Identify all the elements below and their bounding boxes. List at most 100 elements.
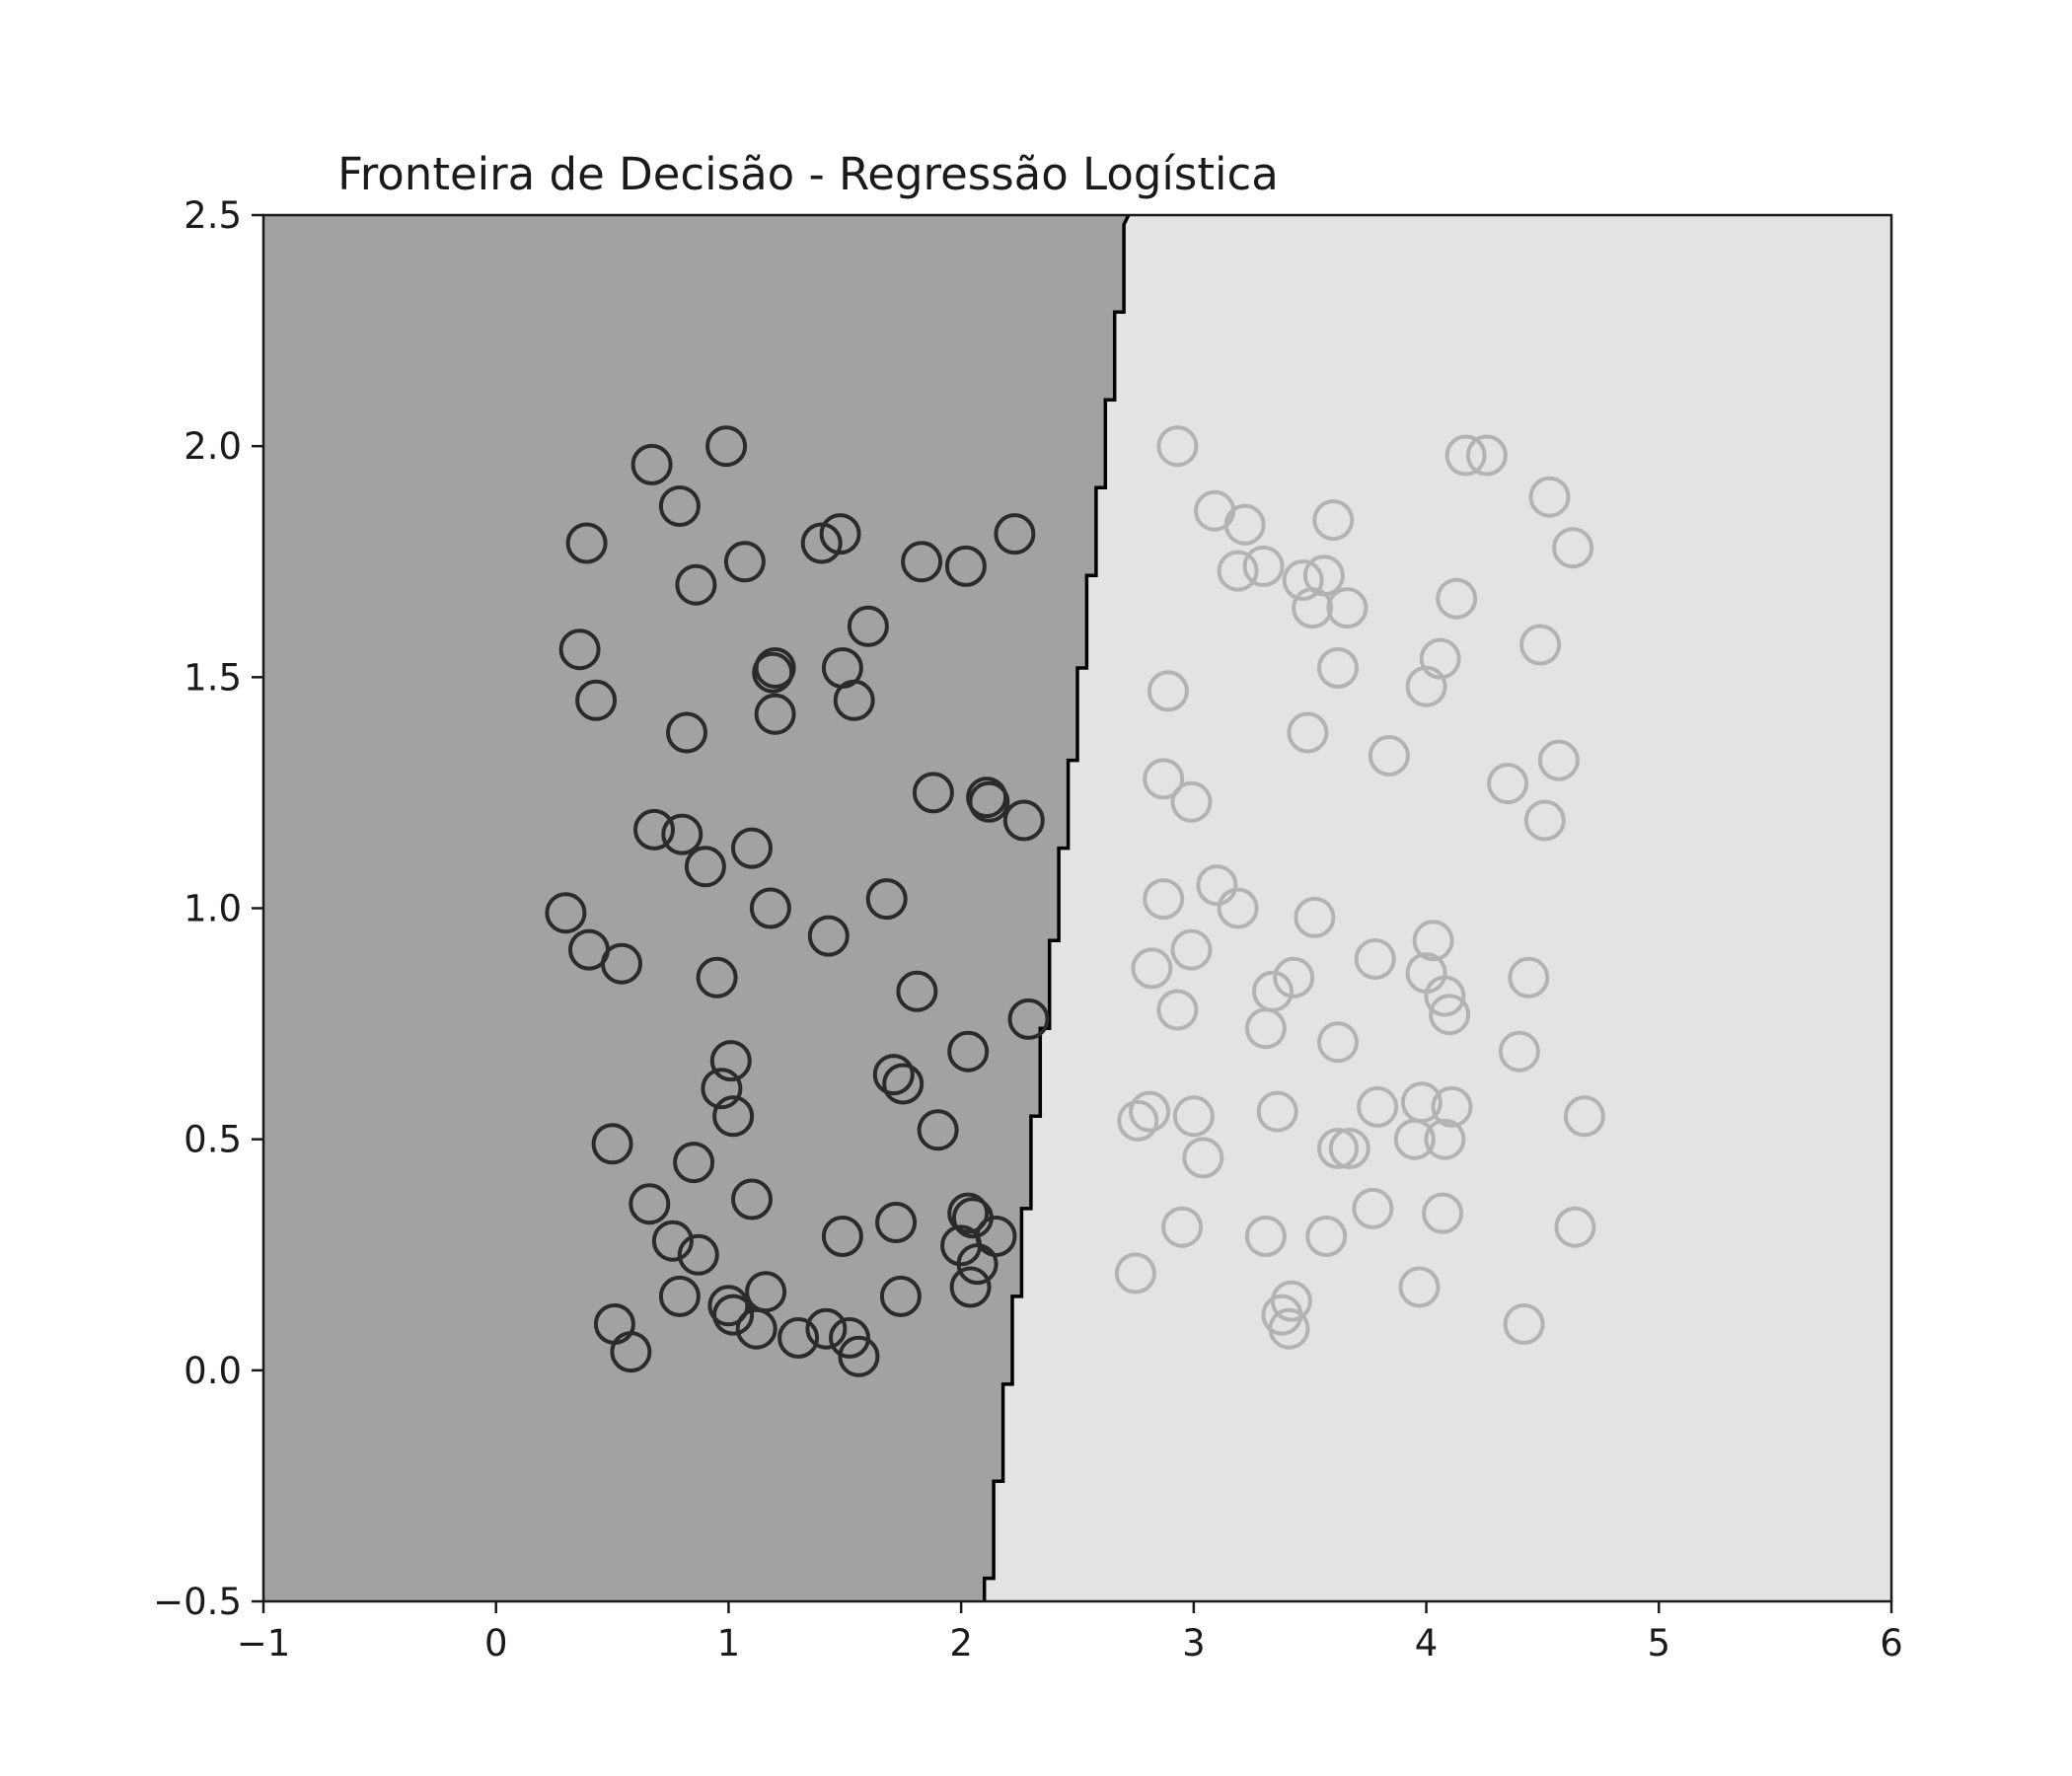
point-class-1-8 bbox=[1242, 545, 1285, 587]
point-class-0-39 bbox=[872, 1054, 915, 1096]
point-class-1-34 bbox=[1131, 947, 1173, 990]
point-class-1-28 bbox=[1143, 878, 1185, 921]
point-class-1-21 bbox=[1368, 735, 1410, 777]
x-tick-label-3: 2 bbox=[949, 1622, 973, 1665]
point-class-0-69 bbox=[838, 1335, 880, 1377]
point-class-1-48 bbox=[1117, 1099, 1159, 1142]
point-class-0-14 bbox=[752, 651, 794, 694]
point-class-1-42 bbox=[1244, 1007, 1287, 1050]
x-tick-label-6: 5 bbox=[1648, 1622, 1671, 1665]
point-class-1-32 bbox=[1170, 928, 1213, 971]
point-class-1-56 bbox=[1328, 1128, 1370, 1169]
point-class-1-51 bbox=[1256, 1090, 1298, 1133]
point-class-0-55 bbox=[677, 1233, 719, 1276]
chart-title: Fronteira de Decisão - Regressão Logísti… bbox=[337, 148, 1279, 200]
point-class-0-1 bbox=[630, 443, 673, 485]
point-class-1-58 bbox=[1352, 1187, 1394, 1229]
point-class-0-53 bbox=[651, 1220, 694, 1262]
point-class-1-64 bbox=[1114, 1252, 1156, 1295]
point-class-0-9 bbox=[944, 545, 987, 587]
point-class-1-36 bbox=[1273, 956, 1315, 999]
point-class-1-62 bbox=[1305, 1216, 1348, 1257]
x-axis: −1 0 1 2 3 4 5 6 bbox=[237, 1601, 1903, 1665]
point-class-0-23 bbox=[1002, 799, 1045, 842]
plot-area bbox=[261, 213, 1893, 1603]
x-tick-label-2: 1 bbox=[717, 1622, 741, 1665]
x-tick-label-7: 6 bbox=[1880, 1622, 1903, 1665]
point-class-1-39 bbox=[1424, 975, 1466, 1017]
point-class-1-44 bbox=[1498, 1030, 1540, 1073]
point-class-0-22 bbox=[968, 780, 1010, 823]
point-class-0-67 bbox=[829, 1317, 870, 1359]
y-tick-label-6: 2.5 bbox=[184, 194, 242, 237]
point-class-1-14 bbox=[1436, 577, 1478, 620]
point-class-1-47 bbox=[1431, 1085, 1473, 1128]
point-class-0-57 bbox=[949, 1266, 992, 1308]
point-class-0-44 bbox=[591, 1123, 633, 1165]
decision-region-class-0 bbox=[263, 215, 1129, 1601]
point-class-0-65 bbox=[805, 1307, 848, 1350]
point-class-0-16 bbox=[575, 679, 618, 721]
point-class-1-30 bbox=[1294, 896, 1336, 938]
point-class-1-3 bbox=[1528, 476, 1571, 518]
point-class-1-6 bbox=[1312, 499, 1355, 542]
point-class-1-53 bbox=[1393, 1118, 1436, 1160]
point-class-0-45 bbox=[673, 1142, 715, 1184]
point-class-1-60 bbox=[1554, 1206, 1596, 1248]
point-class-0-12 bbox=[558, 629, 601, 671]
point-class-0-7 bbox=[723, 541, 766, 583]
point-class-0-37 bbox=[947, 1030, 990, 1073]
point-class-1-45 bbox=[1357, 1085, 1399, 1128]
point-class-1-23 bbox=[1143, 758, 1185, 800]
y-tick-label-3: 1.0 bbox=[184, 888, 242, 930]
point-class-1-20 bbox=[1287, 711, 1329, 754]
point-class-0-43 bbox=[917, 1109, 959, 1151]
point-class-0-34 bbox=[696, 956, 738, 999]
point-class-1-59 bbox=[1422, 1192, 1464, 1234]
point-class-1-29 bbox=[1217, 887, 1259, 929]
point-class-0-62 bbox=[712, 1294, 755, 1336]
x-tick-label-0: −1 bbox=[237, 1622, 291, 1665]
point-class-1-17 bbox=[1317, 647, 1359, 689]
point-class-0-30 bbox=[749, 887, 791, 929]
point-class-1-24 bbox=[1487, 763, 1529, 805]
point-class-0-29 bbox=[545, 892, 587, 934]
point-class-1-10 bbox=[1282, 559, 1324, 601]
decision-region-class-1 bbox=[984, 215, 1891, 1601]
point-class-1-19 bbox=[1147, 670, 1189, 712]
y-tick-label-2: 0.5 bbox=[184, 1119, 242, 1161]
point-class-0-35 bbox=[896, 970, 938, 1012]
point-class-0-47 bbox=[629, 1183, 671, 1225]
point-class-0-19 bbox=[666, 711, 707, 754]
point-class-0-18 bbox=[754, 693, 796, 735]
point-class-1-68 bbox=[1268, 1307, 1310, 1350]
point-class-0-60 bbox=[879, 1275, 922, 1317]
point-class-1-2 bbox=[1465, 434, 1508, 477]
point-class-1-7 bbox=[1552, 527, 1594, 569]
point-class-1-66 bbox=[1270, 1280, 1312, 1322]
point-class-1-1 bbox=[1444, 434, 1487, 477]
point-class-1-43 bbox=[1317, 1021, 1359, 1064]
point-class-0-68 bbox=[610, 1331, 652, 1373]
point-class-1-9 bbox=[1217, 550, 1259, 592]
point-class-0-25 bbox=[661, 813, 703, 855]
point-class-1-40 bbox=[1429, 994, 1471, 1036]
point-class-1-5 bbox=[1223, 503, 1266, 546]
decision-boundary-line bbox=[982, 214, 1131, 1601]
y-tick-label-4: 1.5 bbox=[184, 656, 242, 699]
point-class-1-41 bbox=[1156, 989, 1199, 1031]
y-tick-label-0: −0.5 bbox=[153, 1581, 242, 1623]
point-class-0-41 bbox=[701, 1068, 743, 1110]
point-class-1-0 bbox=[1156, 425, 1199, 468]
point-class-1-61 bbox=[1161, 1206, 1204, 1248]
point-class-0-11 bbox=[847, 605, 889, 647]
point-class-0-6 bbox=[994, 513, 1036, 555]
point-class-1-57 bbox=[1182, 1137, 1224, 1179]
point-class-0-51 bbox=[821, 1216, 863, 1257]
point-class-1-18 bbox=[1405, 665, 1447, 707]
point-class-1-54 bbox=[1424, 1118, 1466, 1160]
point-class-1-31 bbox=[1412, 920, 1454, 962]
point-class-1-27 bbox=[1196, 864, 1238, 907]
point-class-1-52 bbox=[1563, 1095, 1605, 1138]
